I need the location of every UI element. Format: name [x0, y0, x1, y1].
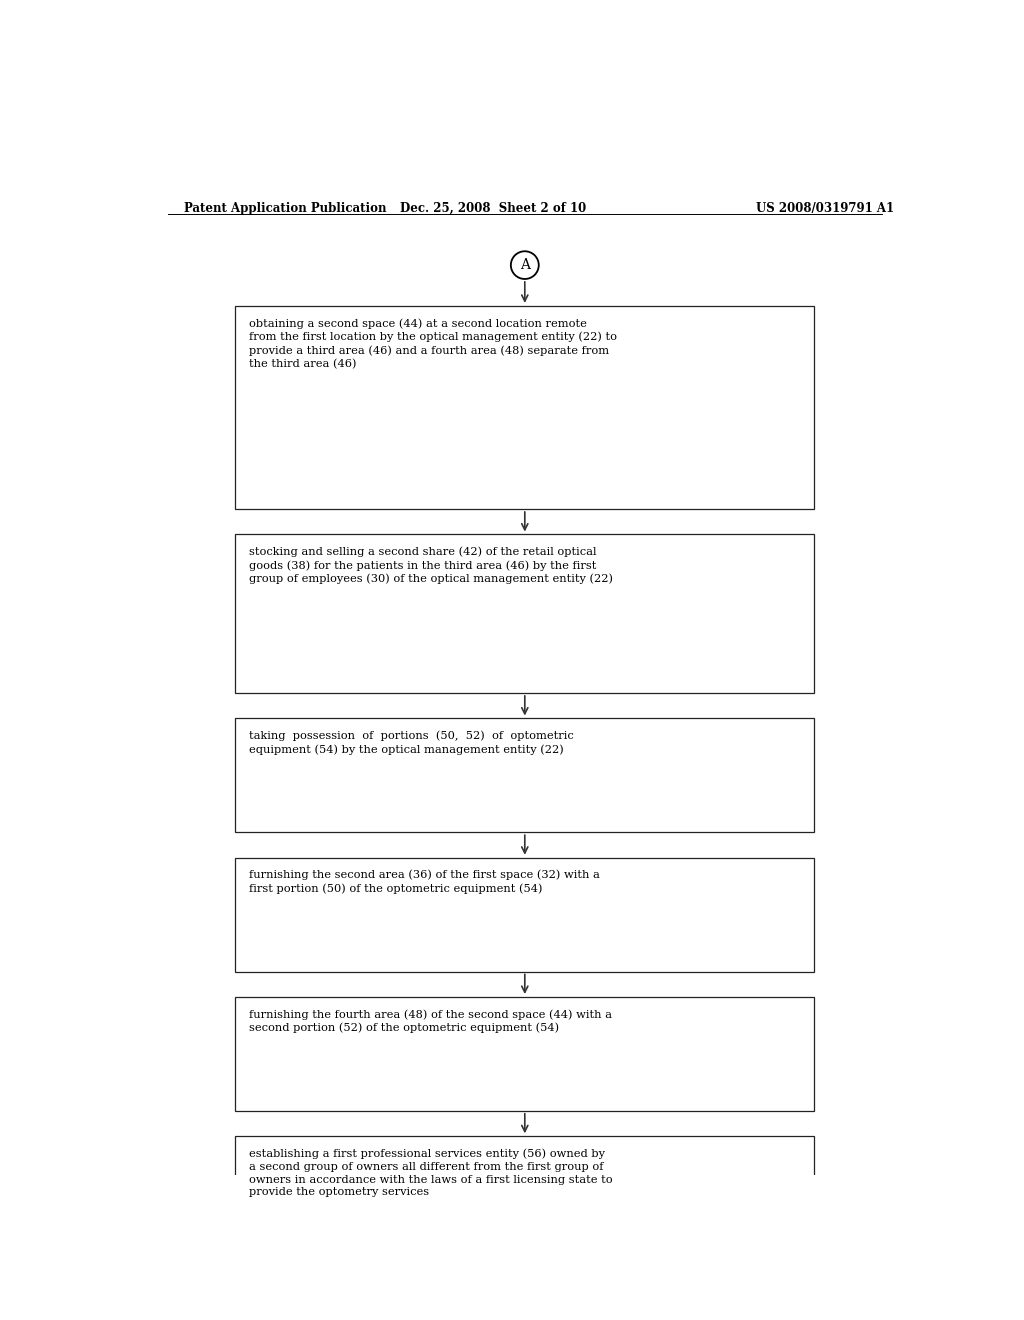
Bar: [236, 306, 814, 510]
Bar: [236, 535, 814, 693]
Text: obtaining a second space (44) at a second location remote
from the first locatio: obtaining a second space (44) at a secon…: [249, 318, 617, 368]
Text: establishing a first professional services entity (56) owned by
a second group o: establishing a first professional servic…: [249, 1148, 612, 1197]
Bar: [236, 997, 814, 1110]
Text: furnishing the second area (36) of the first space (32) with a
first portion (50: furnishing the second area (36) of the f…: [249, 870, 600, 894]
Bar: [236, 858, 814, 972]
Bar: [236, 718, 814, 833]
Text: stocking and selling a second share (42) of the retail optical
goods (38) for th: stocking and selling a second share (42)…: [249, 546, 613, 585]
Text: US 2008/0319791 A1: US 2008/0319791 A1: [756, 202, 894, 215]
Bar: [236, 1137, 814, 1320]
Text: Patent Application Publication: Patent Application Publication: [183, 202, 386, 215]
Text: Dec. 25, 2008  Sheet 2 of 10: Dec. 25, 2008 Sheet 2 of 10: [400, 202, 586, 215]
Text: A: A: [520, 259, 529, 272]
Text: taking  possession  of  portions  (50,  52)  of  optometric
equipment (54) by th: taking possession of portions (50, 52) o…: [249, 731, 573, 755]
Text: furnishing the fourth area (48) of the second space (44) with a
second portion (: furnishing the fourth area (48) of the s…: [249, 1008, 612, 1034]
